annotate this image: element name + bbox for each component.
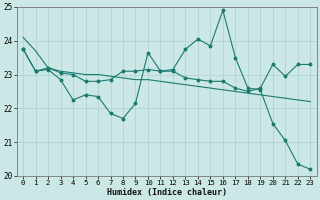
X-axis label: Humidex (Indice chaleur): Humidex (Indice chaleur) [107, 188, 227, 197]
